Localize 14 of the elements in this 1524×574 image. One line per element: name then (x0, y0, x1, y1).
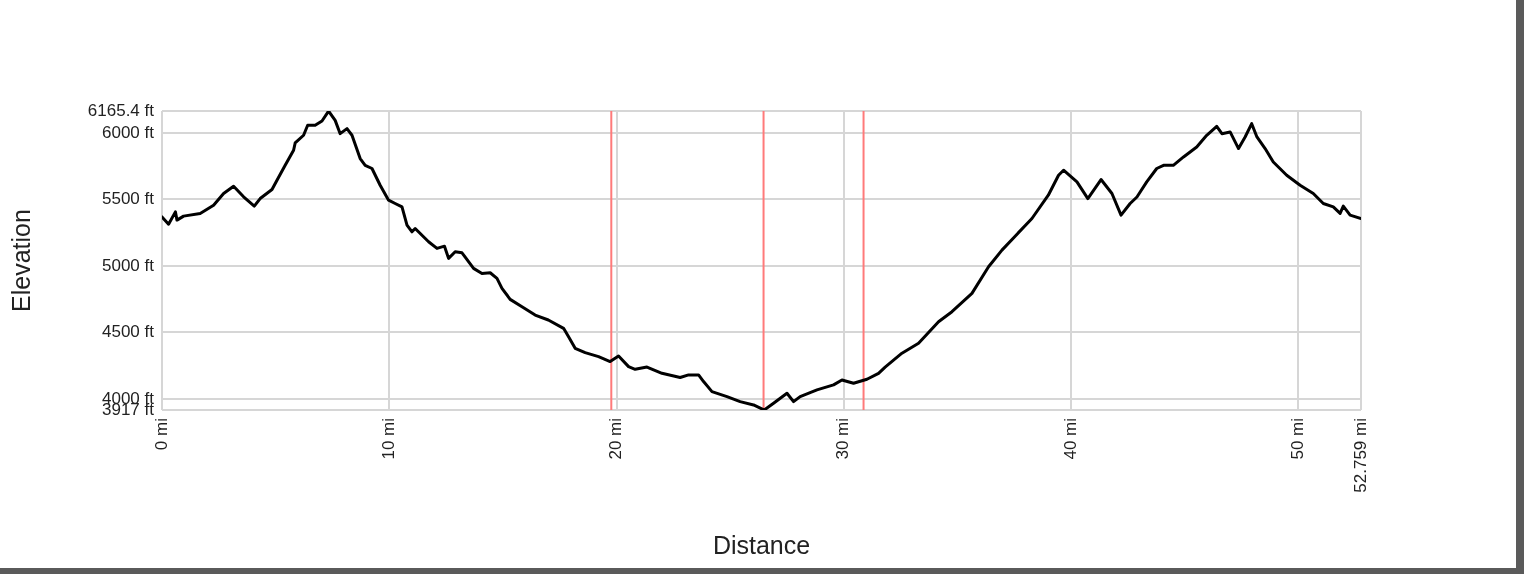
y-axis-title: Elevation (6, 209, 35, 312)
y-tick-label: 5500 ft (102, 189, 155, 209)
x-axis-title: Distance (712, 530, 811, 559)
y-tick-label: 5000 ft (102, 255, 155, 275)
x-tick-label: 0 mi (151, 418, 171, 451)
x-tick-label: 30 mi (833, 418, 853, 460)
x-tick-label: 20 mi (606, 418, 626, 460)
x-tick-label: 52.759 mi (1350, 418, 1370, 493)
y-tick-label: 6165.4 ft (87, 100, 155, 120)
x-tick-label: 40 mi (1060, 418, 1080, 460)
x-tick-label: 10 mi (378, 418, 398, 460)
y-tick-label: 4500 ft (102, 322, 155, 342)
y-tick-label: 6000 ft (102, 122, 155, 142)
x-tick-label: 50 mi (1287, 418, 1307, 460)
